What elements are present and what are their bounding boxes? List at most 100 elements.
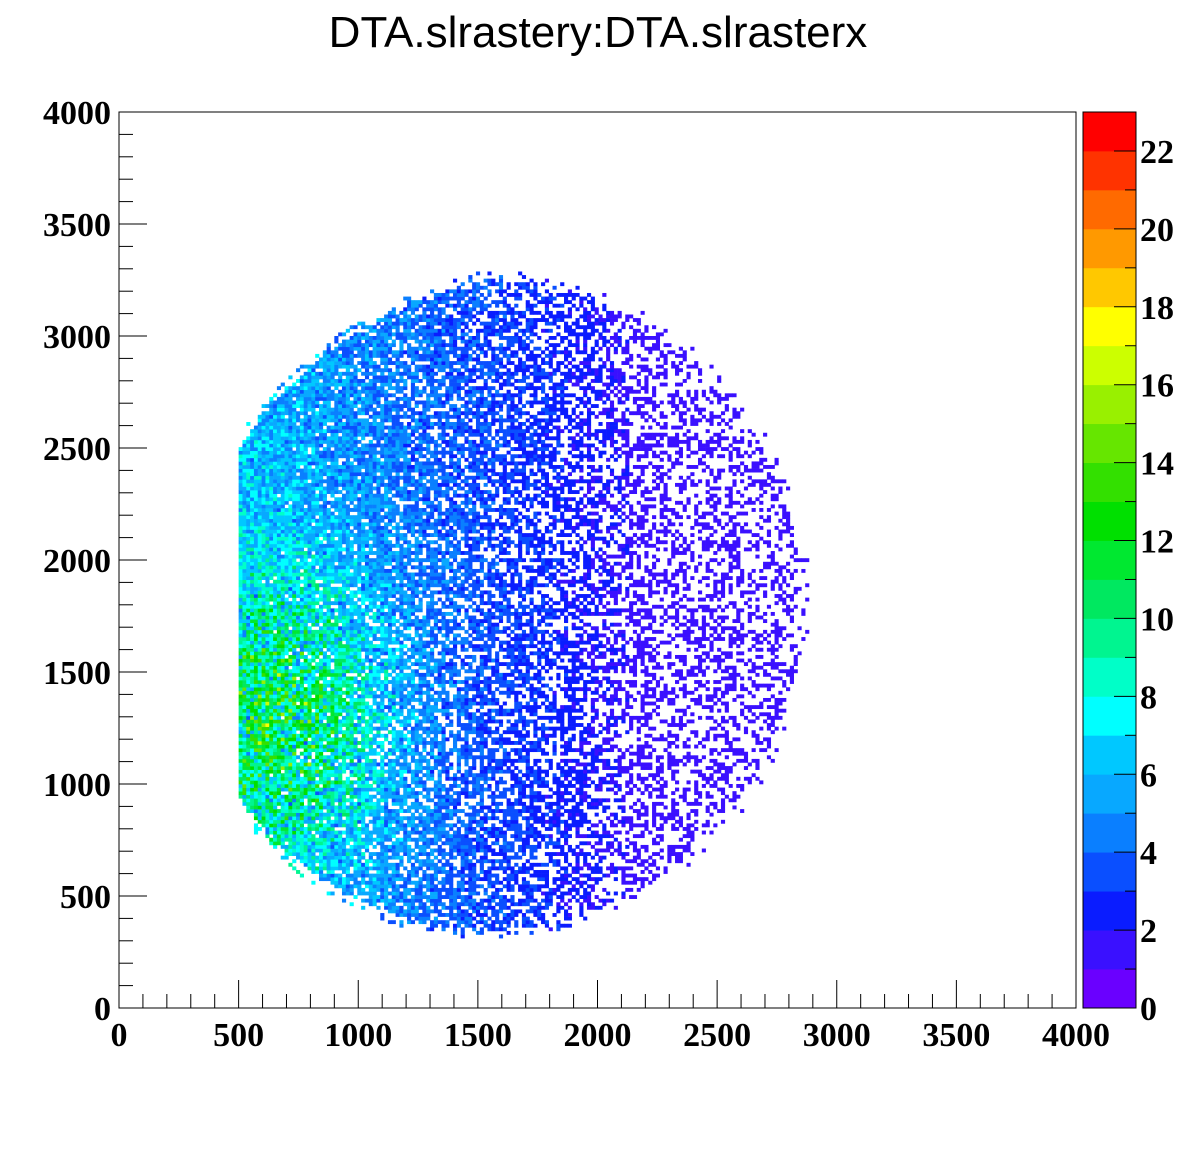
heatmap-cell xyxy=(280,787,285,792)
heatmap-cell xyxy=(338,393,343,398)
heatmap-cell xyxy=(315,794,320,799)
heatmap-cell xyxy=(315,654,320,659)
heatmap-cell xyxy=(338,611,343,616)
heatmap-cell xyxy=(372,432,377,437)
heatmap-cell xyxy=(349,439,354,444)
heatmap-cell xyxy=(345,798,350,803)
heatmap-cell xyxy=(341,669,347,674)
heatmap-cell xyxy=(357,654,362,659)
heatmap-cell xyxy=(372,515,377,520)
heatmap-cell xyxy=(353,626,358,631)
heatmap-cell xyxy=(376,855,381,860)
heatmap-cell xyxy=(299,859,304,864)
heatmap-cell xyxy=(338,769,343,774)
heatmap-cell xyxy=(326,830,331,835)
heatmap-cell xyxy=(296,705,301,710)
heatmap-cell xyxy=(280,400,285,405)
heatmap-cell xyxy=(246,672,251,677)
heatmap-cell xyxy=(322,454,327,459)
heatmap-cell xyxy=(257,801,262,806)
heatmap-cell xyxy=(315,726,320,731)
heatmap-cell xyxy=(311,508,316,512)
heatmap-cell xyxy=(341,583,347,588)
heatmap-cell xyxy=(326,776,331,781)
heatmap-cell xyxy=(238,730,243,735)
heatmap-cell xyxy=(307,493,312,498)
heatmap-cell xyxy=(238,576,243,581)
heatmap-cell xyxy=(368,396,373,401)
heatmap-cell xyxy=(334,418,339,423)
heatmap-cell xyxy=(364,543,370,548)
heatmap-cell xyxy=(361,418,366,423)
heatmap-cell xyxy=(311,547,316,552)
heatmap-cell xyxy=(273,665,278,670)
heatmap-cell xyxy=(380,637,385,641)
heatmap-cell xyxy=(319,697,324,702)
heatmap-cell xyxy=(307,697,312,702)
heatmap-cell xyxy=(326,425,331,430)
heatmap-cell xyxy=(353,780,358,785)
heatmap-cell xyxy=(261,572,266,577)
heatmap-cell xyxy=(242,683,247,688)
heatmap-cell xyxy=(384,665,389,670)
heatmap-cell xyxy=(380,644,385,649)
heatmap-cell xyxy=(322,368,327,373)
heatmap-cell xyxy=(357,450,362,455)
heatmap-cell xyxy=(368,486,373,491)
heatmap-cell xyxy=(372,733,377,738)
heatmap-cell xyxy=(341,805,347,810)
heatmap-cell xyxy=(338,540,343,545)
heatmap-cell xyxy=(284,637,289,641)
heatmap-cell xyxy=(299,805,304,810)
heatmap-cell xyxy=(315,465,320,469)
heatmap-cell xyxy=(357,411,362,416)
heatmap-cell xyxy=(276,837,282,842)
heatmap-cell xyxy=(345,619,350,624)
heatmap-cell xyxy=(376,823,381,828)
heatmap-cell xyxy=(246,594,251,598)
heatmap-cell xyxy=(299,525,304,530)
heatmap-cell xyxy=(322,525,327,530)
heatmap-cell xyxy=(319,834,324,839)
heatmap-cell xyxy=(376,712,381,717)
heatmap-cell xyxy=(384,852,389,856)
heatmap-cell xyxy=(269,604,274,609)
heatmap-cell xyxy=(319,769,324,774)
heatmap-cell xyxy=(284,608,289,613)
heatmap-cell xyxy=(349,658,354,663)
heatmap-cell xyxy=(319,425,324,430)
heatmap-cell xyxy=(353,755,358,760)
heatmap-cell xyxy=(315,393,320,398)
heatmap-cell xyxy=(338,776,343,781)
heatmap-cell xyxy=(253,705,259,710)
heatmap-cell xyxy=(349,515,354,520)
heatmap-cell xyxy=(334,454,339,459)
heatmap-cell xyxy=(246,769,251,774)
heatmap-cell xyxy=(250,468,255,473)
heatmap-cell xyxy=(253,629,259,634)
heatmap-cell xyxy=(292,784,297,788)
heatmap-cell xyxy=(280,443,285,448)
heatmap-cell xyxy=(364,769,370,774)
heatmap-cell xyxy=(242,511,247,516)
heatmap-cell xyxy=(299,791,304,796)
heatmap-cell xyxy=(384,626,389,631)
heatmap-cell xyxy=(280,784,285,788)
heatmap-cell xyxy=(341,346,347,351)
heatmap-cell xyxy=(330,787,335,792)
heatmap-cell xyxy=(246,644,251,649)
heatmap-cell xyxy=(380,594,385,598)
heatmap-cell xyxy=(269,791,274,796)
heatmap-cell xyxy=(322,651,327,656)
heatmap-cell xyxy=(280,654,285,659)
heatmap-cell xyxy=(372,611,377,616)
heatmap-cell xyxy=(372,540,377,545)
heatmap-cell xyxy=(384,694,389,699)
heatmap-cell xyxy=(303,586,308,591)
heatmap-cell xyxy=(380,870,385,874)
heatmap-cell xyxy=(384,486,389,491)
heatmap-cell xyxy=(307,744,312,749)
heatmap-cell xyxy=(384,902,389,907)
heatmap-cell xyxy=(269,500,274,505)
heatmap-cell xyxy=(345,651,350,656)
